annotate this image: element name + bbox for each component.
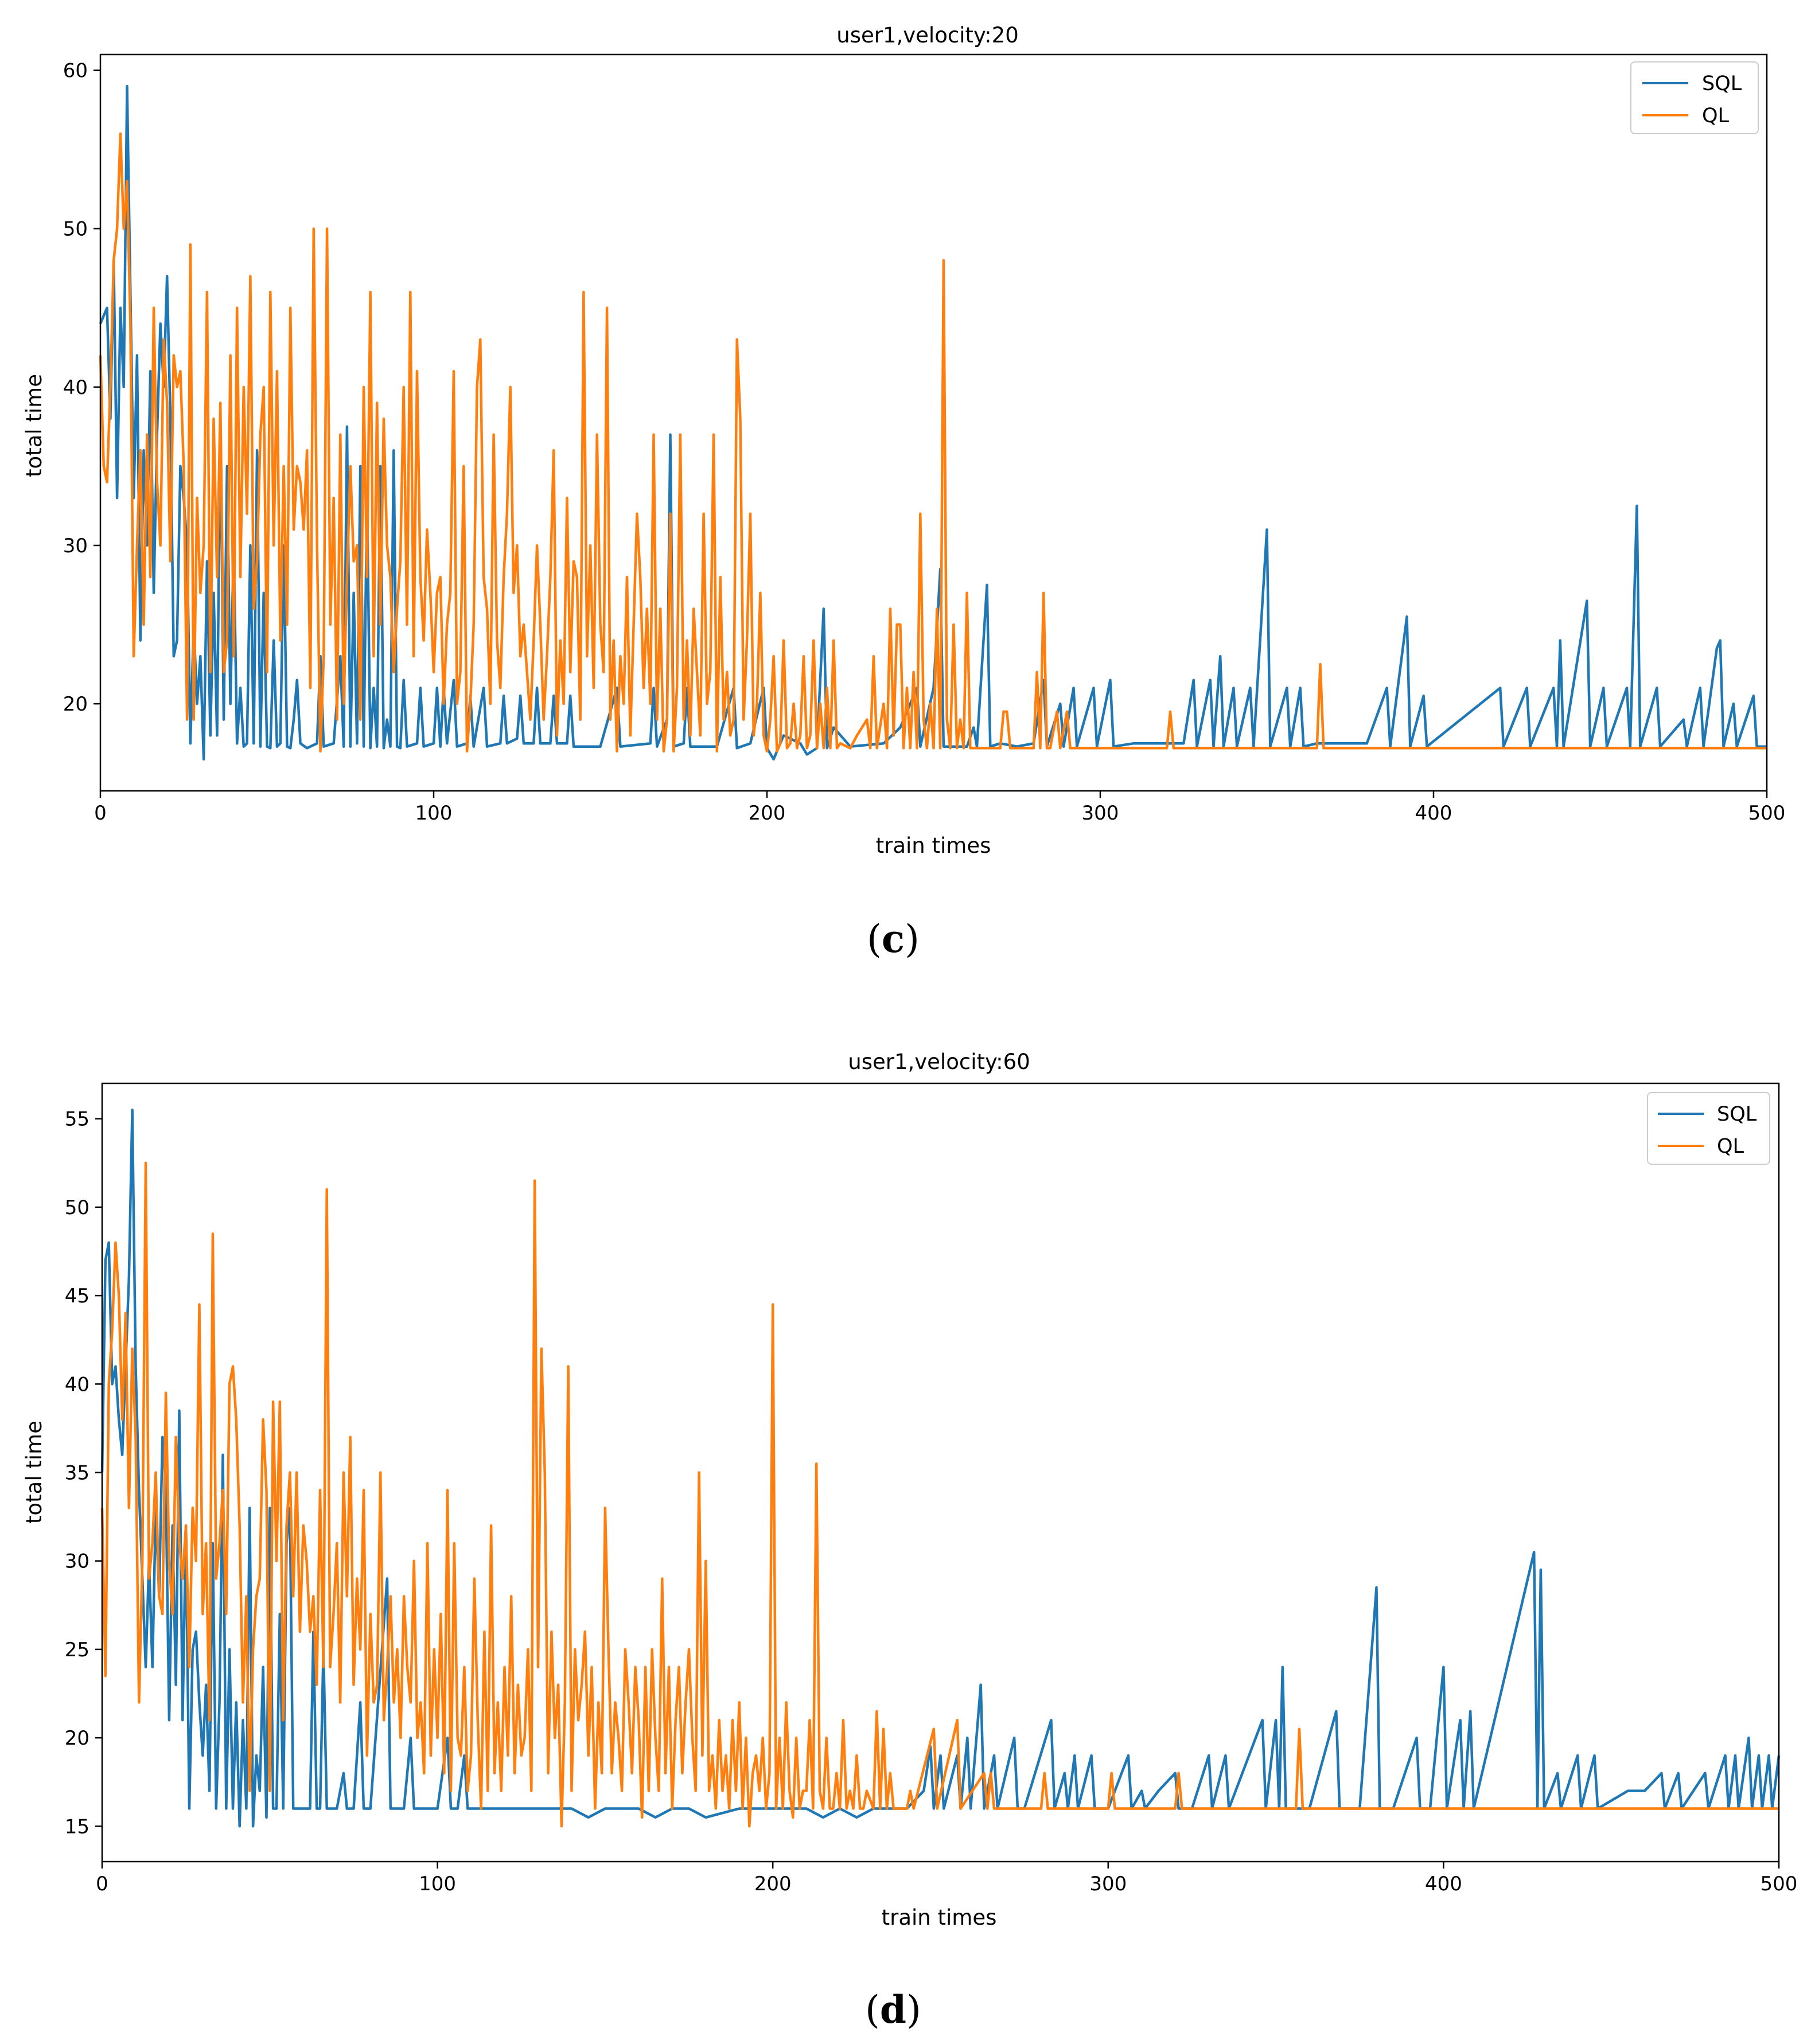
x-tick-label: 0: [96, 1873, 108, 1895]
plot-frame: [101, 1082, 1780, 1863]
y-axis-label: total time: [22, 374, 46, 477]
x-tick-label: 100: [415, 802, 453, 825]
y-tick-label: 20: [63, 693, 88, 716]
legend-label-sql: SQL: [1702, 72, 1742, 95]
panel-caption-c: (c): [867, 916, 920, 961]
x-tick-label: 400: [1425, 1873, 1462, 1895]
y-axis-label: total time: [22, 1421, 46, 1524]
x-axis-label: train times: [882, 1905, 997, 1930]
series-line-ql: [99, 132, 1767, 753]
y-tick-label: 25: [65, 1639, 89, 1661]
y-tick-label: 50: [65, 1196, 89, 1219]
y-tick-label: 20: [65, 1727, 89, 1750]
series-line-sql: [100, 1109, 1781, 1828]
y-tick-label: 30: [65, 1550, 89, 1573]
ticks: 0 100 200 300 400 500 20 30 40 50 60: [63, 60, 1786, 825]
legend-label-ql: QL: [1717, 1135, 1744, 1158]
y-tick-label: 40: [63, 376, 88, 399]
chart-c: user1,velocity:20 0 100 200 300 400 500 20 30 40…: [22, 23, 1785, 961]
x-tick-label: 200: [749, 802, 786, 825]
series-lines: [99, 84, 1767, 761]
chart-title: user1,velocity:20: [836, 23, 1018, 48]
caption-letter: d: [880, 1987, 906, 2032]
y-tick-label: 35: [65, 1462, 89, 1485]
y-tick-label: 55: [65, 1108, 89, 1131]
y-tick-label: 40: [65, 1373, 89, 1396]
chart-d: user1,velocity:60 0 100 200 300 400 500 15 20 25…: [22, 1050, 1797, 2032]
x-tick-label: 400: [1415, 802, 1452, 825]
legend: SQL QL: [1647, 1092, 1770, 1165]
legend-label-ql: QL: [1702, 104, 1730, 127]
x-axis-label: train times: [876, 833, 991, 858]
series-line-sql: [99, 84, 1767, 761]
x-tick-label: 500: [1761, 1873, 1798, 1895]
series-line-ql: [100, 1161, 1779, 1828]
plot-frame: [99, 53, 1768, 792]
y-tick-label: 30: [63, 535, 88, 557]
x-tick-label: 500: [1748, 802, 1786, 825]
x-tick-label: 0: [94, 802, 107, 825]
x-tick-label: 300: [1082, 802, 1119, 825]
x-tick-label: 300: [1089, 1873, 1127, 1895]
y-tick-label: 60: [63, 60, 88, 83]
legend-label-sql: SQL: [1717, 1103, 1757, 1126]
series-lines: [100, 1109, 1781, 1828]
ticks: 0 100 200 300 400 500 15 20 25 30 35 40 45 50 55: [65, 1108, 1798, 1895]
caption-letter: c: [882, 916, 905, 961]
legend: SQL QL: [1630, 61, 1759, 134]
y-tick-label: 50: [63, 218, 88, 241]
y-tick-label: 45: [65, 1285, 89, 1308]
chart-title: user1,velocity:60: [848, 1050, 1030, 1074]
x-tick-label: 200: [754, 1873, 792, 1895]
y-tick-label: 15: [65, 1815, 89, 1838]
x-tick-label: 100: [419, 1873, 456, 1895]
panel-caption-d: (d): [865, 1987, 921, 2032]
